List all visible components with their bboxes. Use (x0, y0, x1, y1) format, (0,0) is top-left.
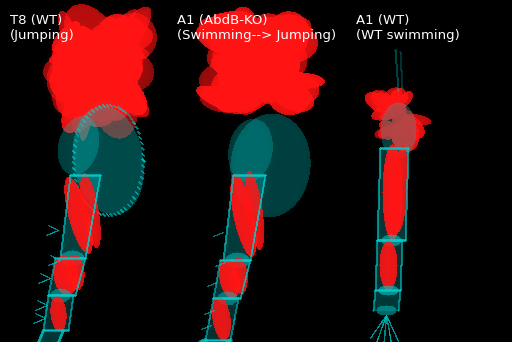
Text: T8 (WT)
(Jumping): T8 (WT) (Jumping) (10, 14, 75, 42)
Text: A1 (AbdB-KO)
(Swimming--> Jumping): A1 (AbdB-KO) (Swimming--> Jumping) (177, 14, 336, 42)
Text: A1 (WT)
(WT swimming): A1 (WT) (WT swimming) (356, 14, 460, 42)
